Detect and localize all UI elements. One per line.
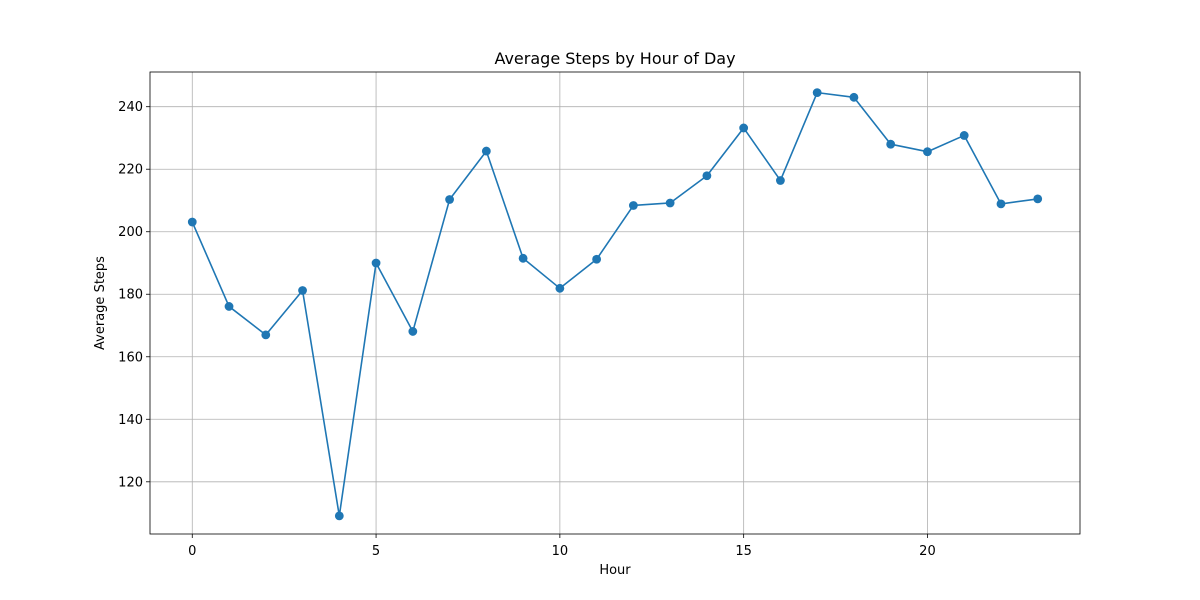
data-point	[886, 139, 896, 149]
data-point	[812, 88, 822, 98]
data-point	[739, 123, 749, 133]
x-tick-label: 0	[188, 544, 196, 559]
data-point	[1033, 194, 1043, 204]
data-point	[334, 511, 344, 521]
axis-ticks: 0 5 10 15 20 120 140 160 180 200 220 240	[118, 100, 936, 559]
data-point	[628, 201, 638, 210]
y-tick-label: 140	[118, 413, 143, 428]
data-point	[481, 146, 491, 156]
data-point	[849, 92, 859, 102]
y-tick-label: 120	[118, 475, 143, 490]
y-tick-label: 240	[118, 100, 143, 115]
y-axis-label: Average Steps	[93, 256, 108, 350]
series-layer	[187, 88, 1043, 521]
x-axis-label: Hour	[599, 563, 631, 578]
data-point	[187, 217, 197, 227]
data-point	[224, 302, 234, 311]
data-point	[996, 199, 1006, 209]
data-point	[702, 171, 712, 181]
y-tick-label: 200	[118, 225, 143, 240]
data-point	[665, 198, 675, 208]
x-tick-label: 10	[552, 544, 569, 559]
data-point	[555, 283, 565, 293]
data-point	[518, 253, 528, 263]
y-tick-label: 180	[118, 288, 143, 303]
x-tick-label: 20	[919, 544, 936, 559]
data-point	[298, 286, 307, 295]
y-tick-label: 220	[118, 163, 143, 178]
x-tick-label: 15	[735, 544, 752, 559]
grid-lines	[150, 72, 1080, 534]
chart-title: Average Steps by Hour of Day	[494, 49, 735, 68]
data-point	[959, 131, 969, 140]
plot-frame	[149, 71, 1081, 535]
data-point	[776, 176, 785, 185]
data-point	[445, 195, 454, 204]
data-point	[371, 258, 381, 268]
data-point	[592, 254, 602, 264]
series-line	[191, 91, 1038, 517]
data-point	[261, 330, 271, 340]
data-point	[408, 327, 418, 336]
y-tick-label: 160	[118, 350, 143, 365]
data-point	[923, 147, 932, 157]
x-tick-label: 5	[372, 544, 380, 559]
